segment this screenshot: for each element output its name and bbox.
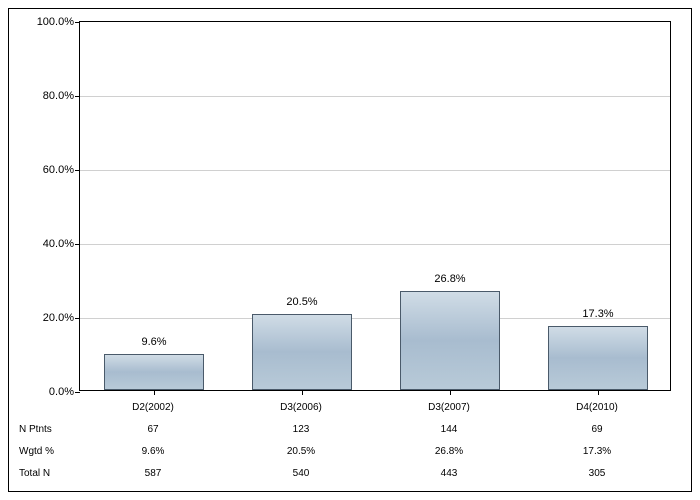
table-row: Wgtd % 9.6% 20.5% 26.8% 17.3% — [9, 441, 671, 463]
y-tick-label: 20.0% — [43, 312, 74, 324]
y-tick-mark — [75, 22, 80, 23]
y-tick-label: 100.0% — [37, 16, 74, 28]
table-cell: 67 — [147, 419, 158, 441]
table-row: Total N 587 540 443 305 — [9, 463, 671, 485]
plot-area: 0.0%20.0%40.0%60.0%80.0%100.0%9.6%20.5%2… — [79, 21, 671, 391]
x-tick-mark — [302, 390, 303, 395]
table-cell: 69 — [591, 419, 602, 441]
y-tick-mark — [75, 244, 80, 245]
bar-value-label: 9.6% — [141, 336, 166, 348]
x-tick-mark — [598, 390, 599, 395]
bar-value-label: 20.5% — [286, 296, 317, 308]
table-cell: 144 — [441, 419, 458, 441]
y-tick-mark — [75, 318, 80, 319]
bar — [104, 354, 205, 390]
grid-line — [80, 96, 670, 97]
y-tick-mark — [75, 170, 80, 171]
y-tick-label: 60.0% — [43, 164, 74, 176]
table-cell: 26.8% — [435, 441, 463, 463]
table-cell: D3(2007) — [428, 397, 470, 419]
table-row-label: Wgtd % — [19, 441, 74, 463]
table-cell: D2(2002) — [132, 397, 174, 419]
table-cell: D3(2006) — [280, 397, 322, 419]
table-row: D2(2002) D3(2006) D3(2007) D4(2010) — [9, 397, 671, 419]
y-tick-mark — [75, 392, 80, 393]
table-row-label: N Ptnts — [19, 419, 74, 441]
bar — [400, 291, 501, 390]
bar — [548, 326, 649, 390]
table-cell: D4(2010) — [576, 397, 618, 419]
x-tick-mark — [450, 390, 451, 395]
table-cell: 20.5% — [287, 441, 315, 463]
table-cell: 17.3% — [583, 441, 611, 463]
table-row-label: Total N — [19, 463, 74, 485]
grid-line — [80, 170, 670, 171]
data-table: D2(2002) D3(2006) D3(2007) D4(2010) N Ptnts 6… — [9, 397, 671, 485]
table-cell: 443 — [441, 463, 458, 485]
table-cell: 305 — [589, 463, 606, 485]
table-row: N Ptnts 67 123 144 69 — [9, 419, 671, 441]
grid-line — [80, 244, 670, 245]
table-cell: 123 — [293, 419, 310, 441]
y-tick-mark — [75, 96, 80, 97]
bar-value-label: 17.3% — [582, 308, 613, 320]
table-cell: 540 — [293, 463, 310, 485]
bar-value-label: 26.8% — [434, 273, 465, 285]
bar — [252, 314, 353, 390]
x-tick-mark — [154, 390, 155, 395]
chart-container: 0.0%20.0%40.0%60.0%80.0%100.0%9.6%20.5%2… — [8, 8, 692, 492]
table-cell: 587 — [145, 463, 162, 485]
y-tick-label: 40.0% — [43, 238, 74, 250]
y-tick-label: 80.0% — [43, 90, 74, 102]
table-cell: 9.6% — [142, 441, 165, 463]
